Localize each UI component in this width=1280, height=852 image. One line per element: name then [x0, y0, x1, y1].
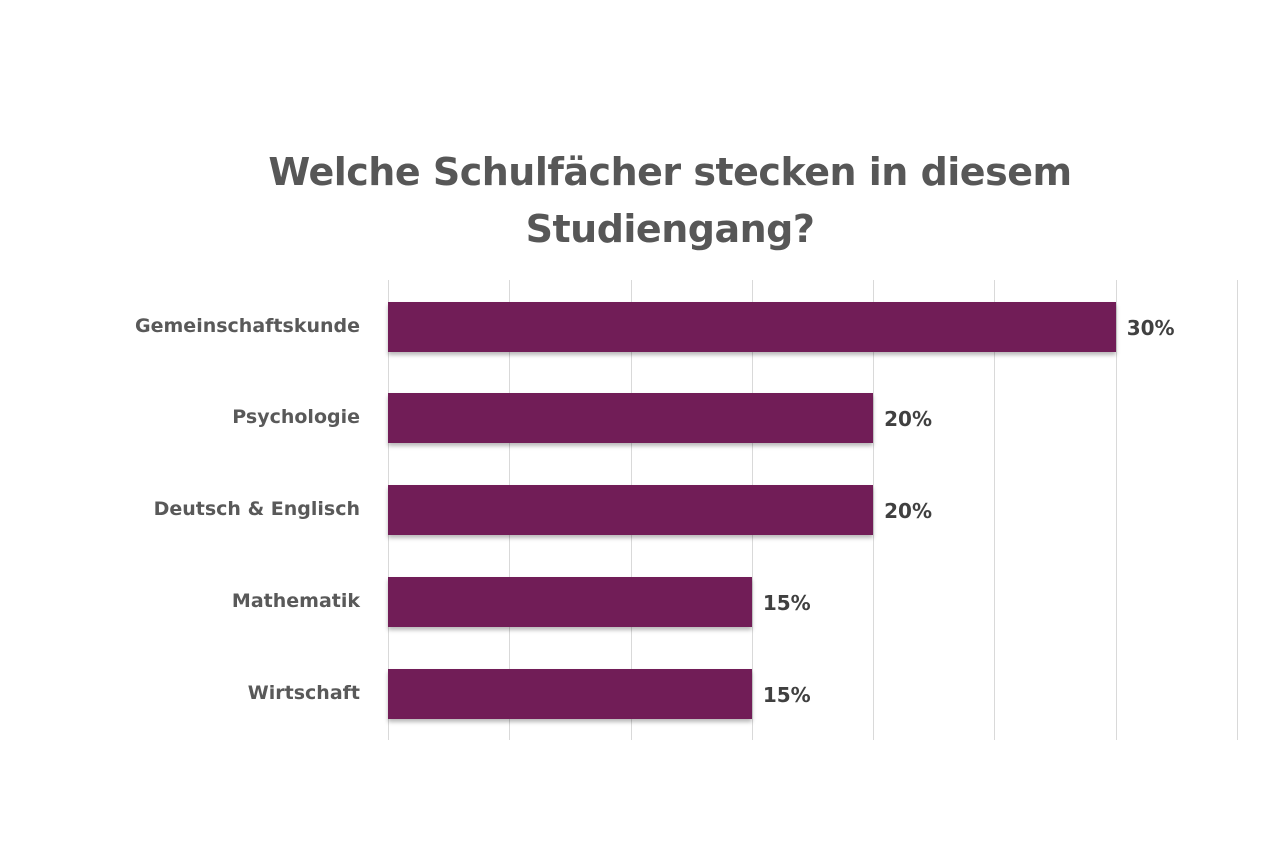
bar-value-label: 20% — [884, 407, 933, 431]
category-label: Mathematik — [231, 590, 360, 612]
bar — [388, 669, 752, 719]
bar-value-label: 15% — [762, 683, 811, 707]
bar — [388, 577, 752, 627]
category-label: Deutsch & Englisch — [153, 498, 360, 520]
gridline — [1237, 280, 1238, 740]
chart-title-line-2: Studiengang? — [525, 207, 815, 251]
gridline — [873, 280, 874, 740]
bar — [388, 485, 874, 535]
category-label: Psychologie — [232, 406, 360, 428]
bar — [388, 302, 1116, 352]
gridline — [994, 280, 995, 740]
bar — [388, 393, 874, 443]
bar-value-label: 20% — [884, 499, 933, 523]
gridline — [1116, 280, 1117, 740]
bar-value-label: 15% — [762, 591, 811, 615]
chart-title-line-1: Welche Schulfächer stecken in diesem — [268, 150, 1072, 194]
category-label: Gemeinschaftskunde — [135, 315, 360, 337]
chart-title: Welche Schulfächer stecken in diesem Stu… — [0, 144, 1280, 258]
category-label: Wirtschaft — [247, 682, 360, 704]
plot-area: 30% 20% 20% 15% 15% — [388, 280, 1238, 740]
bar-value-label: 30% — [1126, 316, 1175, 340]
